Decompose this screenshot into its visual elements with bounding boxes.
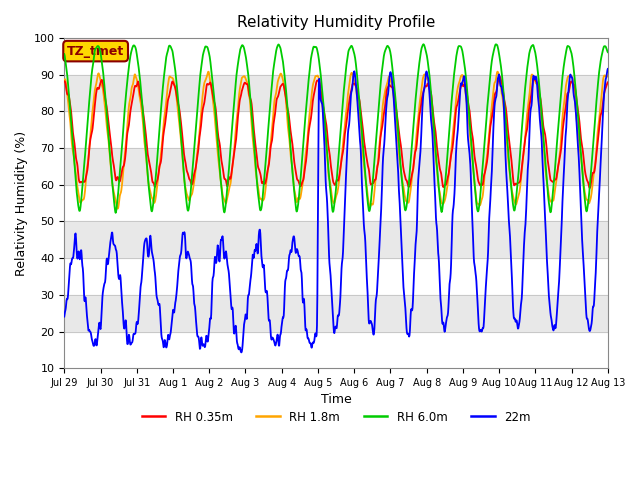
Bar <box>64 295 608 332</box>
Bar <box>64 148 608 185</box>
Legend: RH 0.35m, RH 1.8m, RH 6.0m, 22m: RH 0.35m, RH 1.8m, RH 6.0m, 22m <box>137 406 535 428</box>
Bar <box>64 75 608 111</box>
Title: Relativity Humidity Profile: Relativity Humidity Profile <box>237 15 435 30</box>
Bar <box>64 221 608 258</box>
X-axis label: Time: Time <box>321 394 351 407</box>
Text: TZ_tmet: TZ_tmet <box>67 45 124 58</box>
Y-axis label: Relativity Humidity (%): Relativity Humidity (%) <box>15 131 28 276</box>
